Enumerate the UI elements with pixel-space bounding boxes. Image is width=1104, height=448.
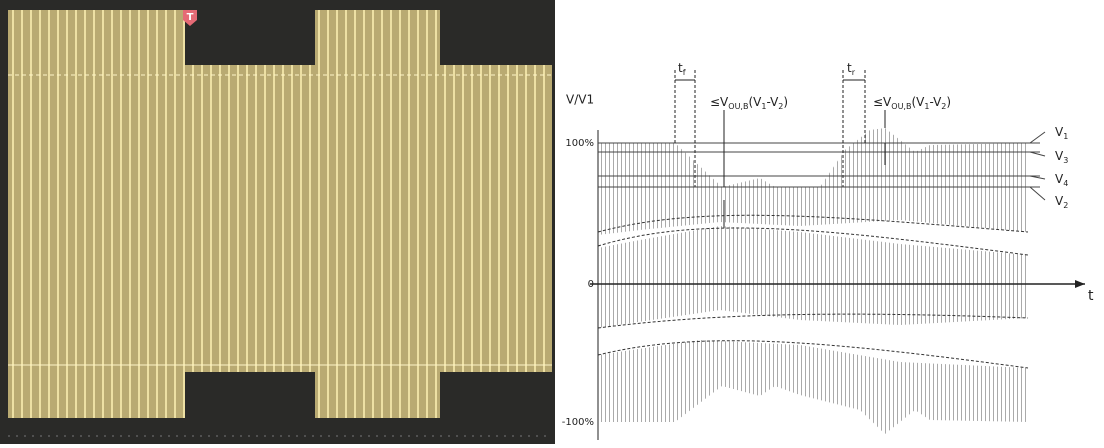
page: T V/V1t100%0-100%tftr≤VOU,B(V1-V2)≤VOU,B…	[0, 0, 1104, 444]
label-part: )	[946, 95, 951, 109]
label-part: ≤V	[710, 95, 729, 109]
trigger-marker: T	[187, 12, 194, 23]
rise-time-label: tr	[847, 61, 856, 77]
y-label: 0	[588, 279, 594, 290]
label-part: (V	[911, 95, 925, 109]
subscript: 2	[1063, 201, 1068, 210]
x-axis-label: t	[1088, 288, 1094, 304]
subscript: f	[683, 68, 686, 77]
subscript: 3	[1063, 156, 1068, 165]
level-label: V1	[1055, 125, 1068, 141]
fall-time-label: tf	[678, 61, 686, 77]
label-part: -V	[766, 95, 779, 109]
subscript: 1	[1063, 132, 1068, 141]
subscript: OU,B	[891, 102, 911, 111]
subscript: OU,B	[728, 102, 748, 111]
y-label: 100%	[565, 138, 594, 149]
diagram	[590, 70, 1085, 440]
y-label: -100%	[562, 417, 594, 428]
subscript: 4	[1063, 179, 1068, 188]
level-label: V4	[1055, 172, 1068, 188]
label-part: -V	[929, 95, 942, 109]
level-label: V3	[1055, 149, 1068, 165]
level-label: V2	[1055, 194, 1068, 210]
oscilloscope: T	[0, 0, 555, 444]
overshoot-label: ≤VOU,B(V1-V2)	[710, 95, 788, 111]
label-part: (V	[748, 95, 762, 109]
label-part: )	[783, 95, 788, 109]
label-part: ≤V	[873, 95, 892, 109]
y-axis-label: V/V1	[566, 93, 594, 107]
subscript: r	[852, 68, 856, 77]
overshoot-label: ≤VOU,B(V1-V2)	[873, 95, 951, 111]
